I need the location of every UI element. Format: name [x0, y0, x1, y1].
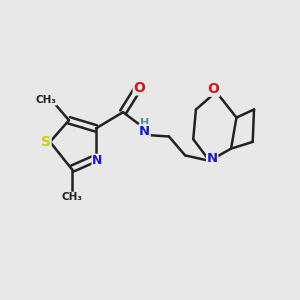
Text: N: N: [139, 124, 150, 138]
Text: CH₃: CH₃: [61, 192, 82, 202]
Text: S: S: [41, 135, 51, 149]
Text: N: N: [92, 154, 103, 167]
Text: CH₃: CH₃: [35, 95, 56, 105]
Text: H: H: [140, 118, 149, 128]
Text: N: N: [207, 152, 218, 165]
Text: O: O: [133, 81, 145, 95]
Text: O: O: [208, 82, 219, 96]
